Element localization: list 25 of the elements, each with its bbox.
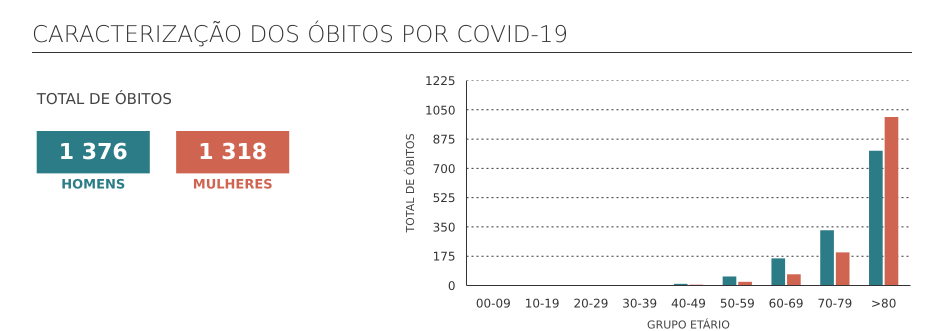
- y-tick-label: 175: [432, 250, 456, 264]
- y-tick-label: 1225: [424, 74, 456, 88]
- y-tick-label: 1050: [424, 103, 456, 118]
- text: CARACTERIZAÇÃO DOS ÓBITOS POR COVID-19: [32, 20, 568, 50]
- y-tick-label: 700: [432, 162, 456, 176]
- x-tick-label: 60-69: [768, 296, 804, 310]
- x-tick-label: 70-79: [817, 296, 852, 310]
- x-tick-label: 00-09: [476, 296, 511, 310]
- x-tick-label: 20-29: [573, 296, 608, 310]
- text: 1 376: [58, 140, 128, 166]
- y-axis-title: TOTAL DE ÓBITOS: [402, 133, 417, 234]
- y-tick-label: 525: [432, 191, 456, 206]
- x-axis-title: GRUPO ETÁRIO: [647, 318, 730, 331]
- x-tick-label: >80: [871, 296, 896, 310]
- x-tick-label: 30-39: [622, 296, 658, 310]
- y-tick-label: 0: [448, 279, 456, 293]
- category-label: HOMENS: [61, 178, 126, 193]
- text: 1 318: [198, 140, 268, 166]
- y-tick-label: 350: [432, 220, 456, 234]
- x-tick-label: 40-49: [671, 296, 706, 310]
- x-tick-label: 10-19: [524, 296, 560, 310]
- x-tick-label: 50-59: [720, 296, 755, 310]
- y-tick-label: 875: [432, 132, 456, 147]
- text: TOTAL DE ÓBITOS: [36, 90, 172, 108]
- category-label: MULHERES: [192, 178, 273, 193]
